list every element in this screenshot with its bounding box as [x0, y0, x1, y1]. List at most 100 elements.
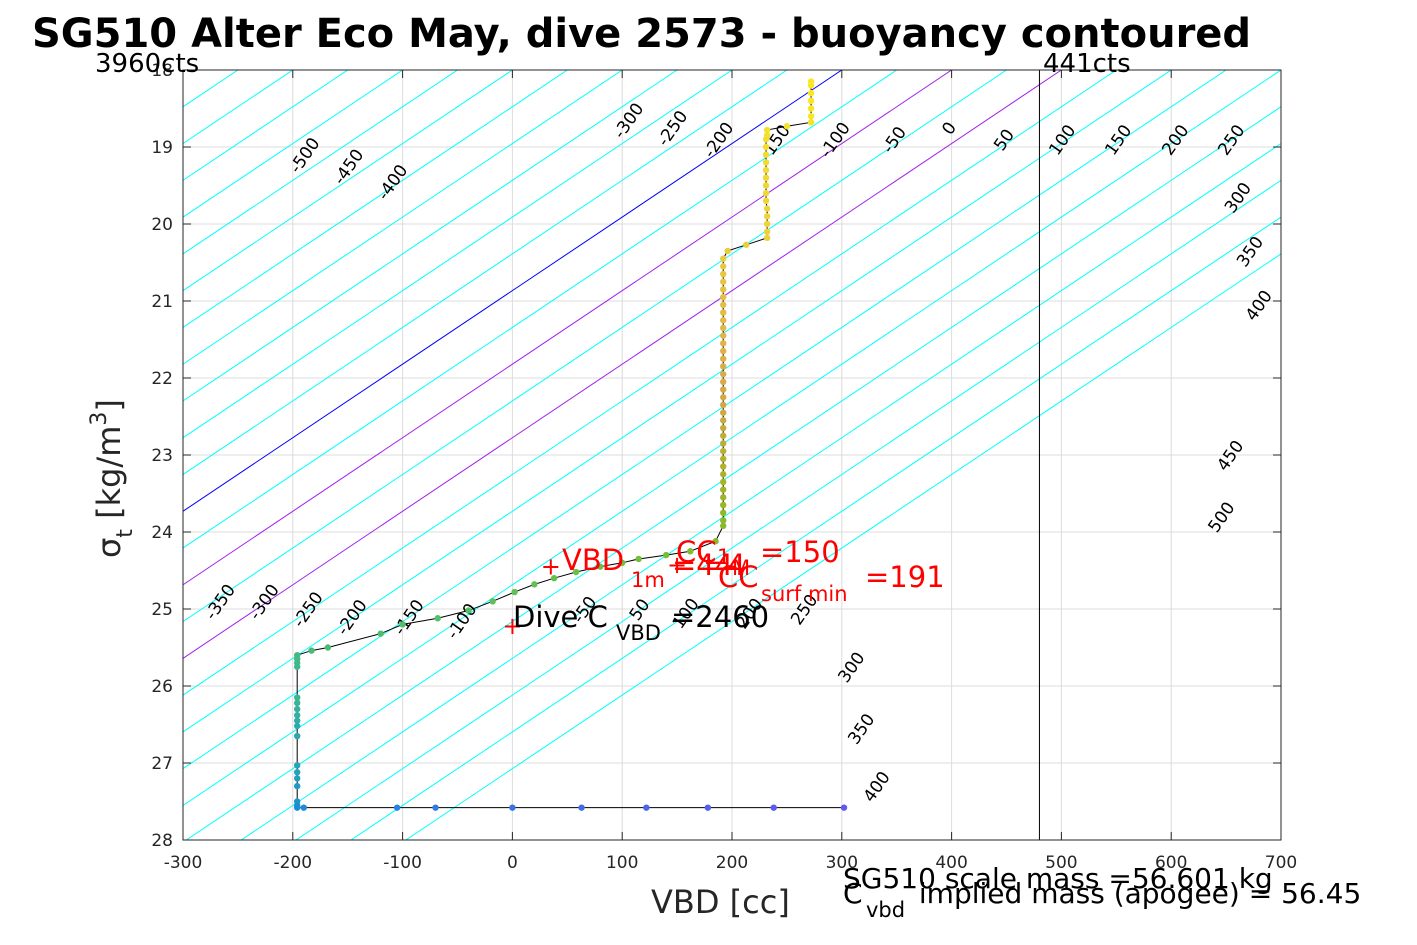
vbd-1m-annotation: VBD [562, 543, 624, 577]
x-tick-label: 100 [606, 853, 638, 873]
y-tick-label: 22 [151, 369, 173, 389]
x-axis-label: VBD [cc] [651, 883, 790, 921]
trajectory-point [324, 644, 332, 651]
trajectory-point [434, 615, 441, 622]
y-tick-label: 19 [151, 138, 173, 158]
axis-ticks: -300 -200 -100 0 100 200 300 400 500 600 700 18 19 20… [151, 61, 1297, 873]
trajectory-point [720, 471, 727, 478]
trajectory-point [399, 621, 406, 628]
contour-line [183, 70, 458, 255]
trajectory-point [720, 409, 727, 416]
contour-line [183, 70, 843, 512]
contour-line [183, 70, 678, 402]
dive-cvbd-main: Dive C [513, 600, 608, 634]
vbd-1m-value: =44 [672, 548, 733, 582]
y-tick-label: 25 [151, 600, 173, 620]
contour-line [183, 70, 1007, 623]
contour-line [183, 70, 788, 476]
contour-line [183, 70, 403, 218]
y-label-sigma: σ [90, 538, 128, 558]
trajectory-point [720, 278, 727, 285]
trajectory-point [635, 555, 642, 563]
vbd-1m-sub: 1m [631, 568, 665, 592]
y-label-close: ] [90, 399, 128, 411]
y-axis-label: σt [kg/m3] [87, 399, 138, 558]
trajectory-point [293, 782, 301, 790]
trajectory-point [465, 607, 472, 614]
trajectory-point [720, 447, 727, 455]
trajectory-point [720, 317, 727, 324]
y-tick-label: 28 [151, 831, 173, 851]
dive-cvbd-value: =2460 [671, 600, 769, 634]
trajectory-point [293, 775, 301, 782]
contour-line [183, 70, 952, 586]
trajectory-point [619, 559, 626, 566]
contour-line [183, 70, 1227, 770]
trajectory-point [762, 151, 770, 158]
trajectory-point [720, 286, 727, 293]
contour-line [183, 70, 897, 549]
trajectory-point [763, 126, 771, 134]
ccm-tail: M [732, 556, 750, 580]
trajectory-point [550, 575, 558, 582]
contour-line [186, 106, 1281, 840]
x-tick-label: 200 [716, 853, 748, 873]
trajectory-point [489, 598, 496, 605]
trajectory-point [720, 301, 727, 309]
annotations: VBD 1m =44 CC 1 =150 =4 M CC surf min =1… [513, 535, 945, 645]
reference-marker: + [502, 612, 522, 640]
trajectory-point [720, 432, 727, 439]
trajectory-point [763, 220, 771, 228]
trajectory-point [720, 478, 727, 486]
implied-mass-text: implied mass (apogee) = 56.45 [910, 877, 1361, 910]
vbd-1m-main: VBD [562, 543, 624, 577]
chart-title: SG510 Alter Eco May, dive 2573 - buoyanc… [32, 11, 1251, 57]
ccm-value: =4 [703, 548, 746, 582]
dive-cvbd-sub: VBD [616, 621, 661, 645]
contour-line [183, 70, 1117, 696]
trajectory-point [720, 509, 727, 516]
reference-markers: + + + [502, 551, 687, 640]
trajectory-point [293, 804, 301, 811]
contour-line [405, 253, 1281, 840]
trajectory-point [293, 705, 301, 713]
trajectory-point [807, 89, 815, 97]
contour-line [183, 70, 513, 292]
contour-line [183, 70, 623, 365]
trajectory-point [293, 732, 301, 740]
cc-surf-sub: surf min [761, 582, 848, 606]
trajectory-point [783, 123, 791, 130]
trajectory-point [643, 804, 650, 811]
trajectory-point [720, 386, 727, 393]
trajectory-point [724, 247, 731, 255]
scale-mass-text: SG510 scale mass =56.601 kg [843, 862, 1273, 895]
trajectory-point [720, 486, 727, 493]
trajectory-point [720, 270, 727, 278]
trajectory-point [720, 517, 727, 524]
trajectory-point [572, 568, 580, 576]
trajectory-point [807, 82, 815, 89]
cc-surf-main: CC [718, 560, 759, 594]
trajectory-point [762, 174, 770, 181]
trajectory-point [511, 588, 518, 596]
contour-line [350, 216, 1281, 840]
x-tick-label: -100 [383, 853, 422, 873]
cvbd-sub: vbd [866, 898, 905, 922]
cc-surf-value: =191 [865, 560, 945, 594]
contour-line [183, 70, 568, 329]
y-tick-label: 20 [151, 215, 173, 235]
trajectory-point [763, 213, 771, 220]
trajectory-point [293, 769, 301, 776]
y-tick-label: 18 [151, 61, 173, 81]
x-tick-label: 700 [1265, 853, 1297, 873]
trajectory-point [720, 463, 727, 470]
trajectory-point [743, 241, 750, 248]
trajectory-point [763, 234, 771, 242]
trajectory-point [293, 722, 301, 730]
trajectory-point [308, 647, 315, 654]
y-label-sup: 3 [87, 412, 112, 426]
y-tick-label: 27 [151, 754, 173, 774]
trajectory-point [763, 228, 771, 235]
cc1-value: =150 [760, 535, 840, 569]
